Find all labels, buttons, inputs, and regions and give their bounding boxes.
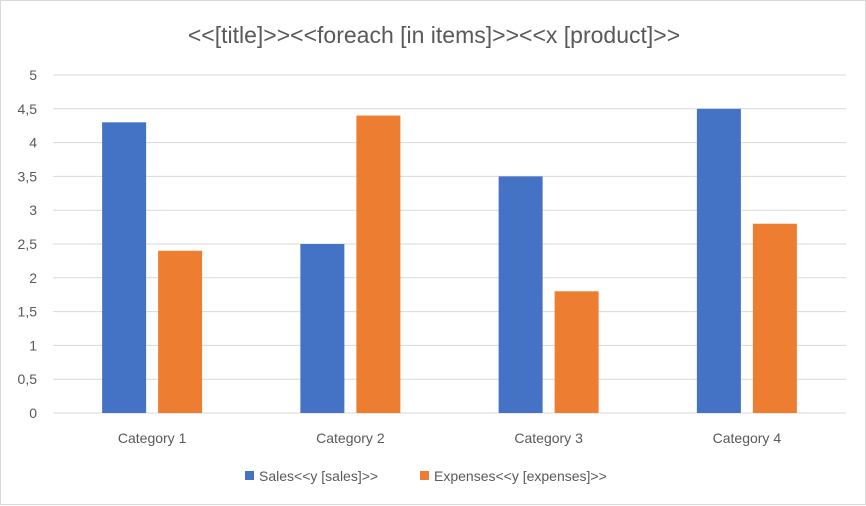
y-tick-label: 2 [29, 270, 37, 286]
bar-sales-category-4 [696, 108, 741, 414]
x-tick-label: Category 3 [514, 430, 583, 446]
x-tick-label: Category 4 [713, 430, 782, 446]
bar-sales-category-1 [102, 122, 147, 413]
y-tick-label: 1 [29, 337, 37, 353]
x-tick-label: Category 1 [118, 430, 187, 446]
y-tick-label: 4 [29, 135, 37, 151]
legend-item: Sales<<y [sales]>> [245, 468, 378, 484]
legend-label: Expenses<<y [expenses]>> [434, 468, 607, 484]
legend-item: Expenses<<y [expenses]>> [420, 468, 607, 484]
y-tick-label: 2,5 [18, 236, 38, 252]
legend-swatch [245, 471, 254, 480]
x-axis-ticks: Category 1 Category 2 Category 3 Category 4 [118, 430, 781, 446]
legend-label: Sales<<y [sales]>> [259, 468, 378, 484]
y-tick-label: 5 [29, 67, 37, 83]
chart-title: <<[title]>><<foreach [in items]>><<x [pr… [188, 22, 680, 48]
bar-expenses-category-2 [356, 115, 401, 413]
y-tick-label: 3 [29, 202, 37, 218]
y-tick-label: 0,5 [18, 371, 38, 387]
legend-swatch [420, 471, 429, 480]
bar-expenses-category-3 [554, 291, 599, 413]
bars [102, 108, 797, 414]
bar-sales-category-2 [300, 244, 345, 413]
bar-sales-category-3 [498, 176, 543, 413]
y-tick-label: 3,5 [18, 168, 38, 184]
x-tick-label: Category 2 [316, 430, 385, 446]
y-tick-label: 4,5 [18, 101, 38, 117]
y-tick-label: 1,5 [18, 304, 38, 320]
bar-expenses-category-1 [158, 250, 203, 413]
y-tick-label: 0 [29, 405, 37, 421]
bar-expenses-category-4 [752, 223, 797, 413]
y-axis-ticks: 0 0,5 1 1,5 2 2,5 3 3,5 4 4,5 5 [18, 67, 38, 421]
legend: Sales<<y [sales]>> Expenses<<y [expenses]… [245, 468, 607, 484]
